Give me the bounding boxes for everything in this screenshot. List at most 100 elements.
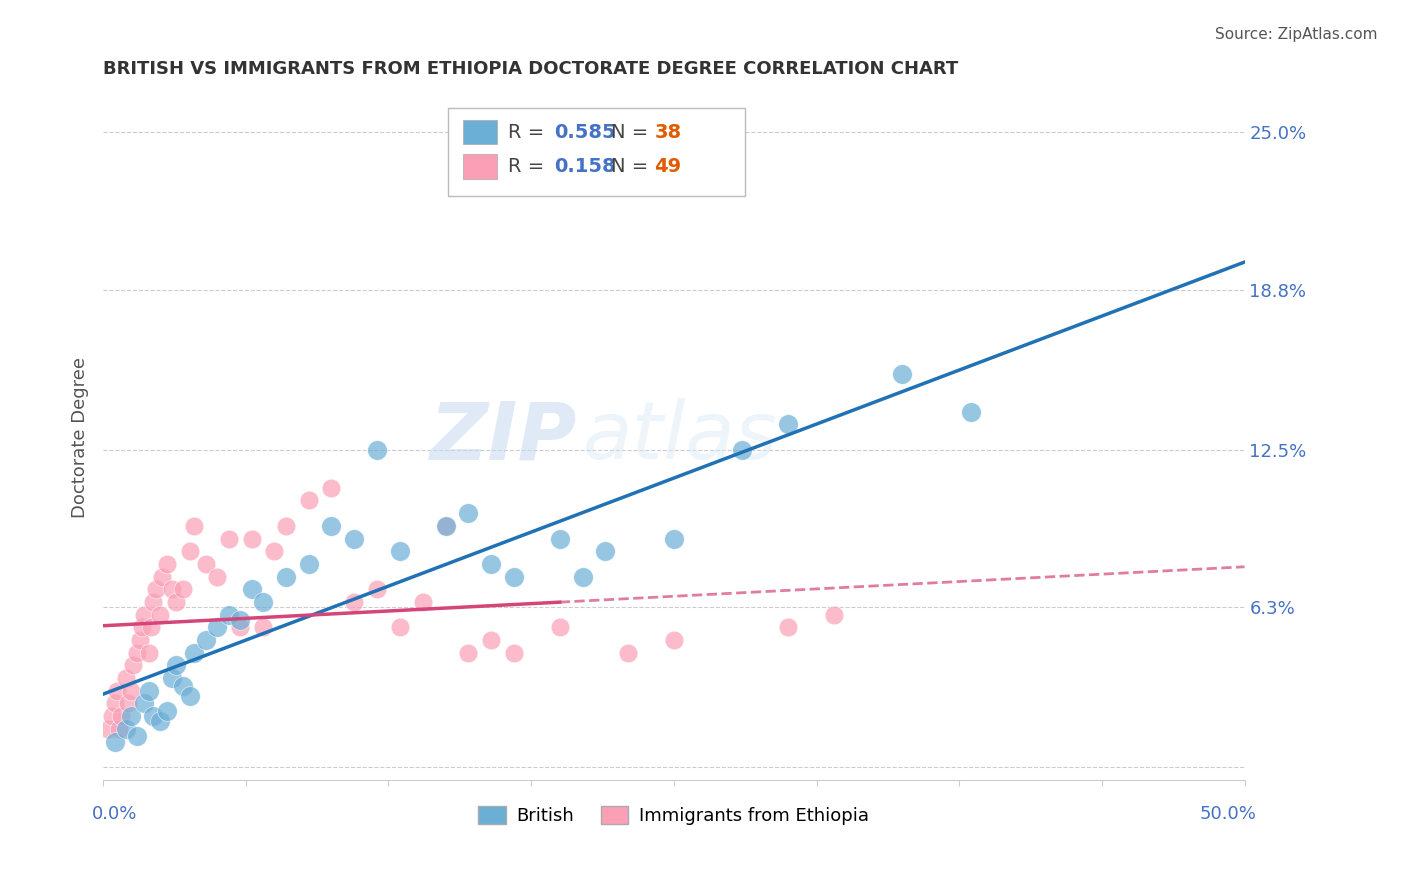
Point [131,620,153,634]
Point [160,582,183,597]
Point [194,557,217,571]
Point [120,709,142,723]
Point [165,658,187,673]
Point [138,646,160,660]
Point [145,582,167,597]
Point [823,607,845,622]
Point [127,730,149,744]
Text: 0.0%: 0.0% [91,805,138,823]
Point [457,646,479,660]
Text: R =: R = [509,122,551,142]
Point [115,722,138,736]
Point [959,404,981,418]
Point [479,633,502,648]
Point [134,697,156,711]
Point [503,569,526,583]
Point [776,620,799,634]
FancyBboxPatch shape [463,154,496,178]
Text: 38: 38 [654,122,682,142]
Point [207,620,229,634]
Point [548,620,571,634]
Point [388,544,411,558]
Point [194,633,217,648]
Point [183,646,205,660]
Point [156,704,179,718]
Point [388,620,411,634]
Point [117,697,139,711]
Point [152,569,174,583]
Point [252,620,274,634]
Point [343,595,366,609]
Point [103,734,125,748]
Point [105,683,128,698]
Point [207,569,229,583]
Point [434,519,457,533]
Point [108,722,131,736]
Point [183,519,205,533]
Point [172,582,194,597]
Point [662,532,685,546]
Point [731,442,754,457]
FancyBboxPatch shape [463,120,496,145]
Point [101,709,124,723]
Point [103,697,125,711]
Point [240,582,263,597]
Point [121,658,143,673]
Text: 0.158: 0.158 [554,157,616,176]
Point [127,646,149,660]
Point [138,683,160,698]
Point [366,442,388,457]
Text: 50.0%: 50.0% [1199,805,1256,823]
Text: 0.585: 0.585 [554,122,616,142]
Point [274,519,297,533]
Point [179,544,201,558]
Point [595,544,617,558]
Point [503,646,526,660]
Point [110,709,132,723]
Point [457,506,479,520]
Point [321,481,343,495]
Point [115,671,138,685]
Point [229,620,252,634]
Point [263,544,285,558]
Text: ZIP: ZIP [429,398,576,476]
Point [434,519,457,533]
Point [343,532,366,546]
Text: R =: R = [509,157,551,176]
Point [891,367,914,381]
Text: atlas: atlas [582,398,778,476]
Point [156,557,179,571]
Point [617,646,640,660]
Y-axis label: Doctorate Degree: Doctorate Degree [72,357,89,517]
Point [776,417,799,432]
Point [297,493,319,508]
Point [479,557,502,571]
Point [240,532,263,546]
Point [297,557,319,571]
Point [165,595,187,609]
Point [149,714,172,729]
Point [662,633,685,648]
Point [412,595,434,609]
Point [142,709,165,723]
Point [142,595,165,609]
Legend: British, Immigrants from Ethiopia: British, Immigrants from Ethiopia [471,798,876,832]
Point [149,607,172,622]
Text: BRITISH VS IMMIGRANTS FROM ETHIOPIA DOCTORATE DEGREE CORRELATION CHART: BRITISH VS IMMIGRANTS FROM ETHIOPIA DOCT… [103,60,959,78]
Point [252,595,274,609]
Point [172,679,194,693]
Point [366,582,388,597]
Point [274,569,297,583]
Point [128,633,150,648]
Point [571,569,593,583]
Point [229,613,252,627]
Text: N =: N = [612,157,655,176]
Point [134,607,156,622]
Point [218,532,240,546]
Point [548,532,571,546]
Point [160,671,183,685]
Point [139,620,162,634]
Text: N =: N = [612,122,655,142]
Point [120,683,142,698]
Point [179,689,201,703]
